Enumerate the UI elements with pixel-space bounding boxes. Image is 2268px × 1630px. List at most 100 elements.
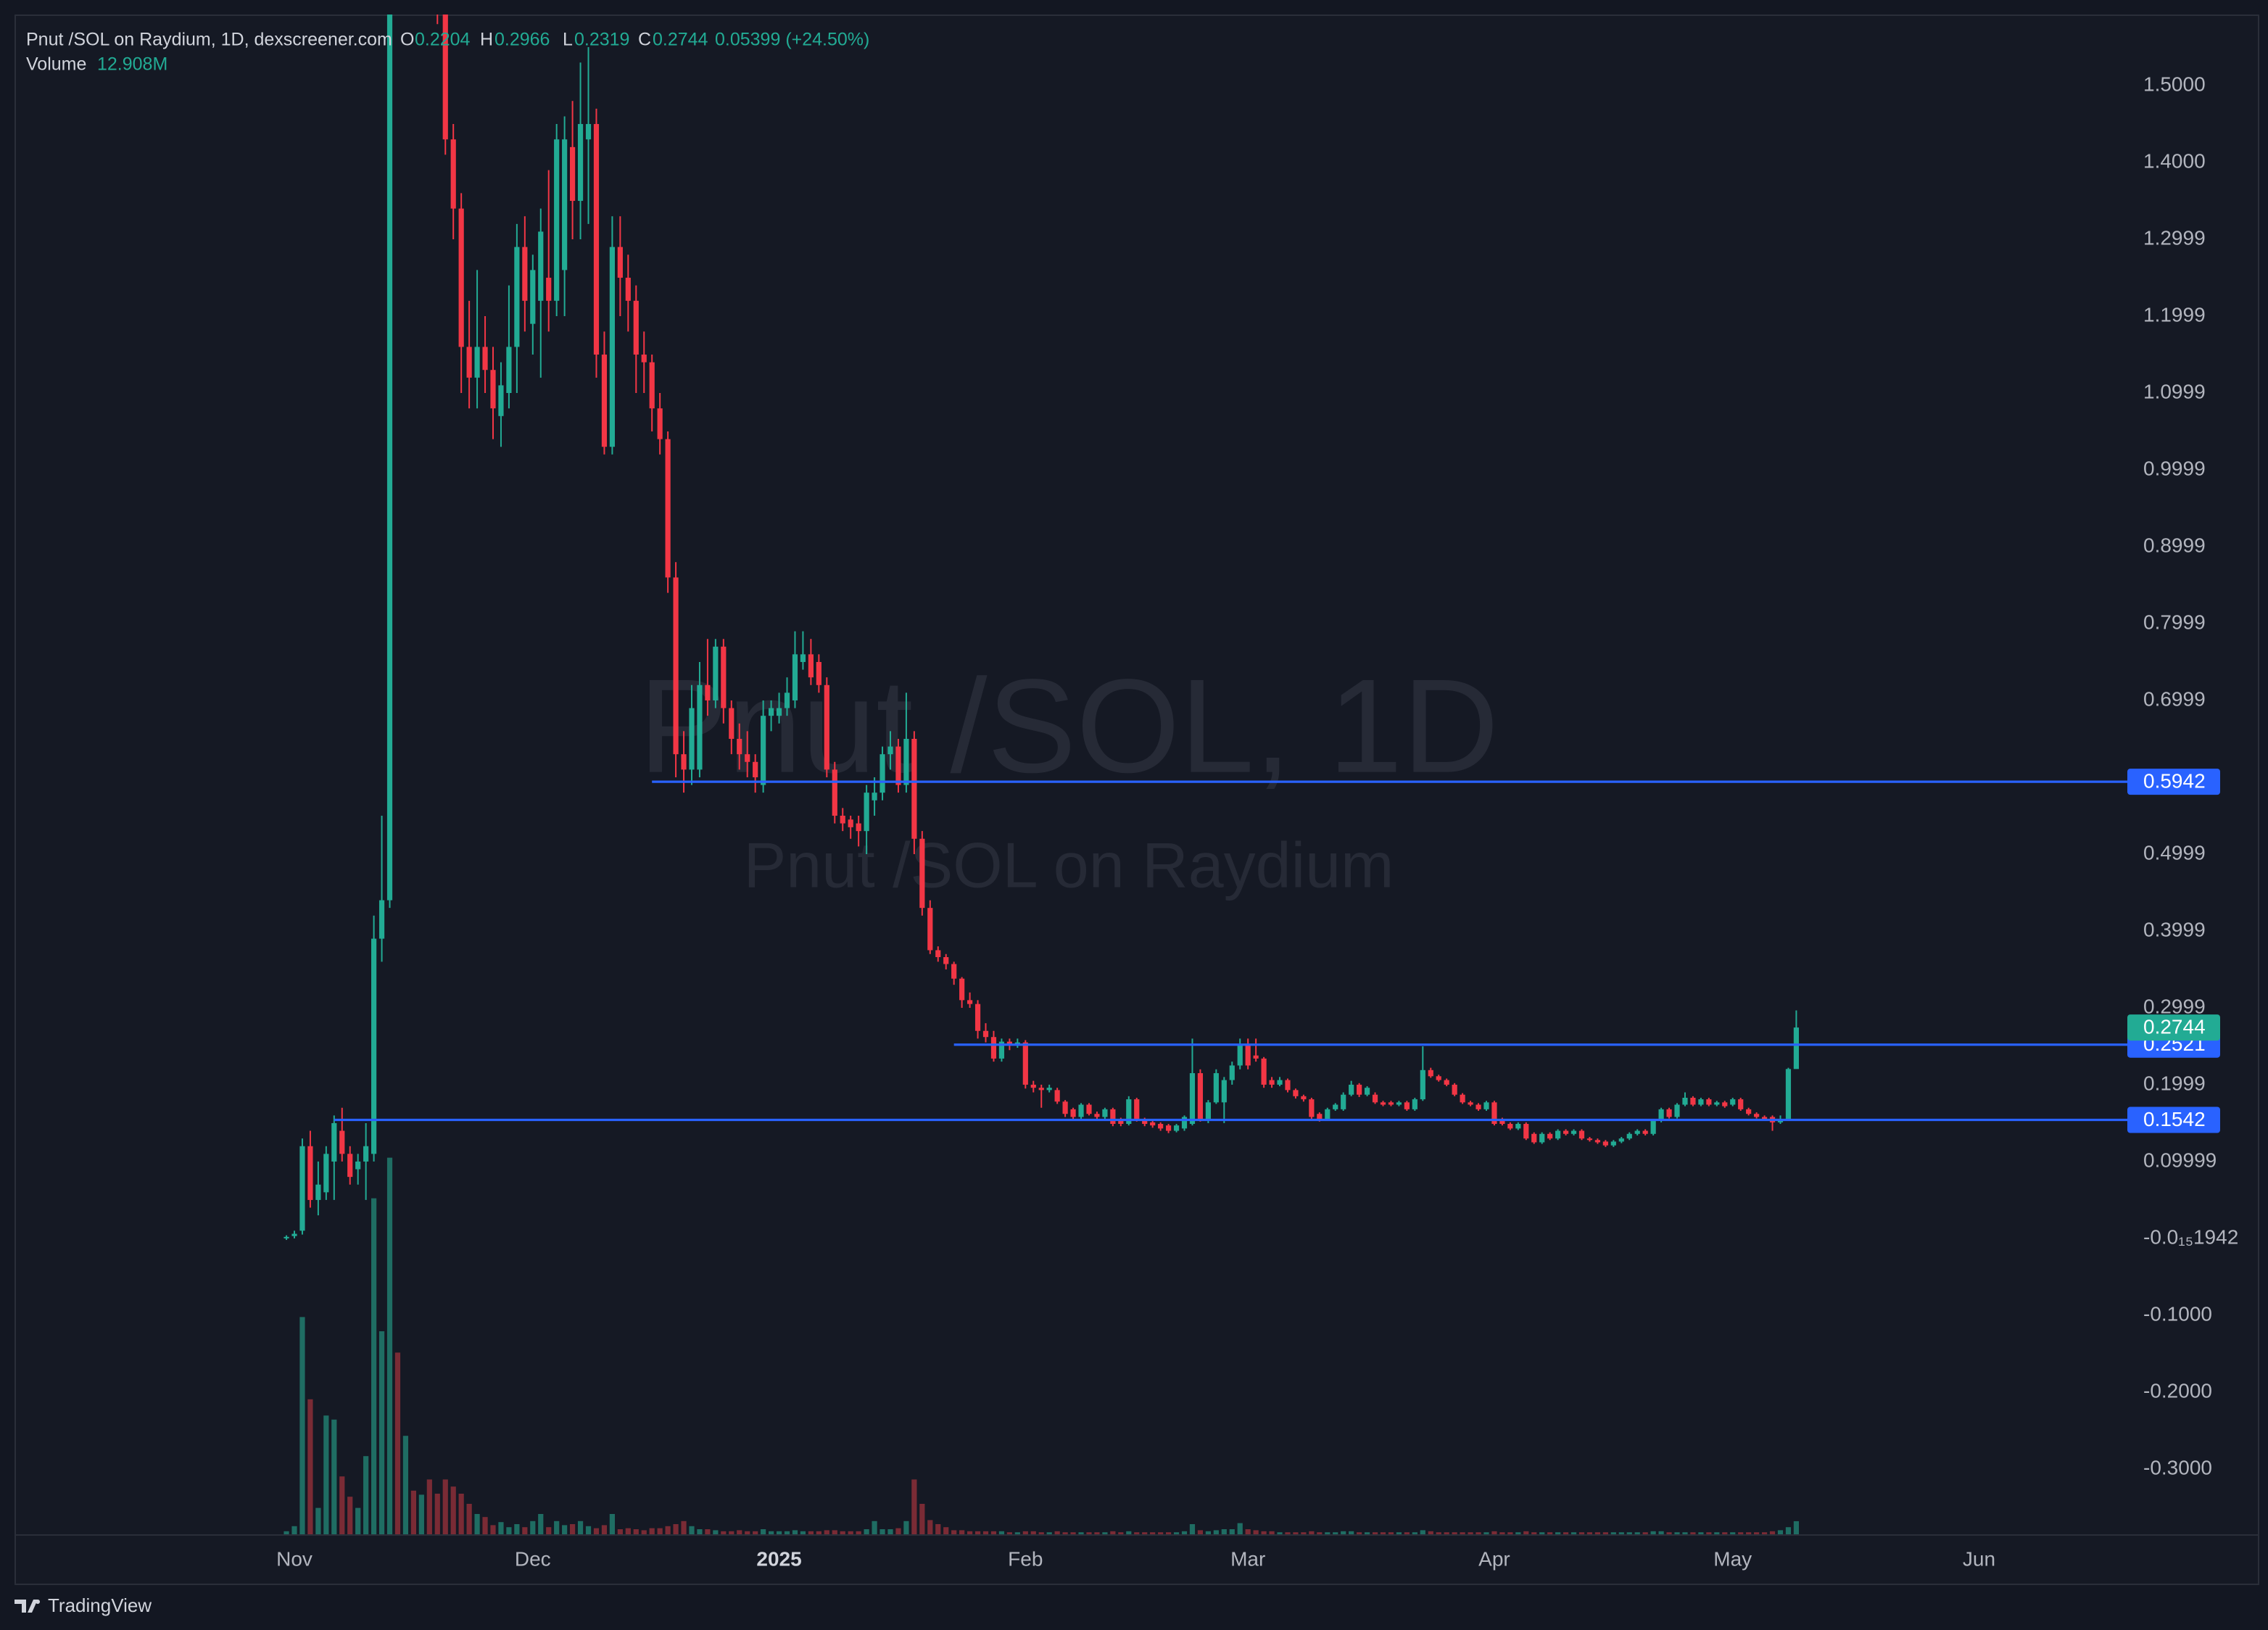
volume-bar <box>1754 1532 1760 1534</box>
candle-body <box>1499 1119 1505 1125</box>
candle-body <box>1364 1088 1370 1095</box>
brand-name: TradingView <box>48 1594 152 1616</box>
volume-bar <box>1022 1531 1028 1534</box>
candle-body <box>386 15 393 901</box>
candle-body <box>339 1130 345 1154</box>
candle-body <box>1515 1124 1521 1129</box>
y-tick-label: 1.1999 <box>2143 304 2206 326</box>
volume-bar <box>1325 1532 1330 1534</box>
y-tick-label: -0.1000 <box>2143 1302 2212 1325</box>
volume-bar <box>1396 1532 1402 1534</box>
volume-bar <box>1380 1532 1386 1534</box>
candle-body <box>1126 1099 1132 1125</box>
volume-bar <box>665 1526 671 1534</box>
candle-body <box>1586 1138 1593 1141</box>
volume-bar <box>1722 1532 1728 1534</box>
volume-bar <box>1531 1532 1537 1534</box>
candle-body <box>1046 1088 1052 1091</box>
candle-body <box>347 1154 353 1178</box>
candle-body <box>1189 1073 1196 1125</box>
candle-body <box>601 355 608 447</box>
candle-body <box>1626 1133 1632 1139</box>
y-tick-label: 0.7999 <box>2143 611 2206 633</box>
ohlc-letter: C <box>638 30 651 50</box>
candle-body <box>474 347 480 378</box>
volume-bar <box>784 1531 790 1534</box>
candle-body <box>840 815 845 824</box>
volume-bar <box>1507 1532 1513 1534</box>
volume-bar <box>394 1352 401 1534</box>
candle-body <box>1142 1119 1148 1125</box>
volume-bar <box>705 1529 711 1534</box>
volume-bar <box>816 1531 821 1534</box>
y-tick-label: 0.4999 <box>2143 841 2206 864</box>
volume-bar <box>347 1497 353 1534</box>
volume-bar <box>1706 1532 1712 1534</box>
candle-body <box>506 347 512 394</box>
volume-bar <box>1309 1531 1315 1534</box>
candle-body <box>1325 1109 1330 1120</box>
candle-body <box>585 124 592 140</box>
candle-body <box>1722 1102 1728 1106</box>
price-axis: 1.5000 1.4000 1.2999 1.1999 1.0999 0.9999 0.89… <box>2127 73 2238 1478</box>
volume-bar <box>323 1415 329 1534</box>
volume-bar <box>808 1531 814 1534</box>
candle-body <box>490 370 496 409</box>
volume-bar <box>872 1521 877 1534</box>
candle-body <box>1531 1133 1537 1143</box>
candle-body <box>538 231 544 301</box>
volume-bar <box>1364 1532 1370 1534</box>
volume-bar <box>974 1531 981 1534</box>
volume-bar <box>1054 1531 1060 1534</box>
volume-bar <box>673 1524 679 1534</box>
candle-body <box>577 124 584 202</box>
x-tick-label: May <box>1713 1547 1752 1570</box>
volume-bar <box>1070 1532 1076 1534</box>
candle-body <box>625 278 631 301</box>
volume-bar <box>1515 1532 1521 1534</box>
volume-bar <box>729 1531 734 1534</box>
volume-bar <box>546 1527 552 1534</box>
x-tick-label: Mar <box>1230 1547 1265 1570</box>
volume-bar <box>1189 1524 1196 1534</box>
volume-bar <box>378 1331 385 1534</box>
volume-bar <box>1062 1532 1068 1534</box>
volume-bar <box>498 1522 504 1534</box>
volume-bar <box>1102 1532 1108 1534</box>
candle-body <box>816 661 821 685</box>
candle-body <box>1301 1096 1307 1100</box>
candle-body <box>967 1000 973 1004</box>
candle-body <box>284 1236 289 1238</box>
candle-body <box>569 146 576 202</box>
candle-body <box>363 1146 369 1162</box>
volume-bar <box>721 1531 727 1534</box>
candle-body <box>378 900 385 939</box>
volume-bar <box>737 1530 742 1534</box>
volume-bar <box>284 1531 289 1534</box>
candle-body <box>657 408 663 439</box>
y-tick-label: -0.3000 <box>2143 1456 2212 1478</box>
volume-bar <box>577 1521 584 1534</box>
volume-bar <box>1428 1531 1433 1534</box>
level-tag-label: 0.5942 <box>2143 770 2206 793</box>
volume-bar <box>633 1529 639 1534</box>
volume-bar <box>1349 1531 1354 1534</box>
brand: TradingView <box>15 1594 152 1616</box>
volume-bar <box>1237 1523 1243 1534</box>
candle-body <box>1205 1102 1211 1120</box>
candle-body <box>1761 1117 1768 1120</box>
brand-logo <box>15 1600 41 1613</box>
candle-body <box>1690 1097 1696 1105</box>
ohlc-letter: L <box>563 30 573 50</box>
candle-body <box>1197 1073 1204 1120</box>
candle-body <box>466 347 472 378</box>
volume-bar <box>1118 1532 1124 1534</box>
candle-body <box>887 746 893 755</box>
volume-bar <box>919 1504 925 1534</box>
candle-body <box>729 708 734 739</box>
volume-bar <box>1046 1532 1052 1534</box>
ohlc-value: 0.2319 <box>574 30 629 50</box>
candle-body <box>1158 1124 1164 1129</box>
volume-bar <box>1261 1531 1267 1534</box>
volume-bar <box>1444 1532 1449 1534</box>
